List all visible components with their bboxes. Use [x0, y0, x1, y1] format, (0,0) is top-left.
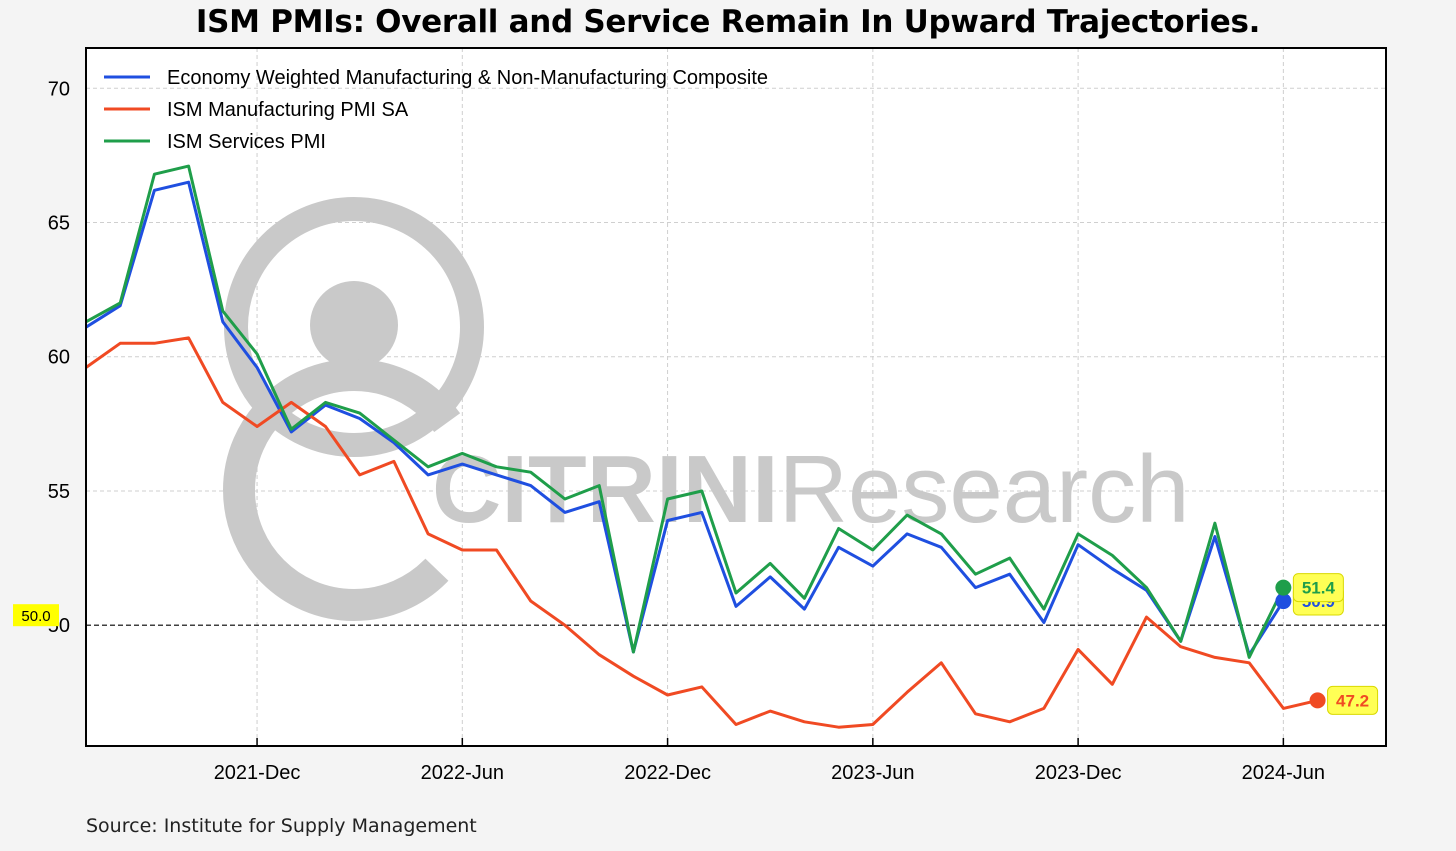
watermark-head-icon	[310, 281, 398, 369]
legend-label-1: ISM Manufacturing PMI SA	[167, 99, 409, 121]
chart-title: ISM PMIs: Overall and Service Remain In …	[195, 4, 1261, 40]
x-tick-label-4: 2023-Dec	[1035, 762, 1122, 784]
series-end-label-box-2	[1292, 573, 1344, 603]
reference-label: 50.0	[21, 608, 50, 625]
series-end-label-1: 47.2	[1336, 691, 1369, 710]
watermark-c-icon	[222, 359, 485, 621]
x-tick-label-2: 2022-Dec	[624, 762, 711, 784]
legend-label-0: Economy Weighted Manufacturing & Non-Man…	[167, 67, 768, 89]
source-note: Source: Institute for Supply Management	[86, 815, 477, 837]
plot-frame	[85, 47, 1387, 747]
legend-label-2: ISM Services PMI	[167, 131, 326, 153]
reference-label-box	[13, 604, 59, 627]
y-tick-label-3: 55	[48, 481, 70, 503]
series-end-label-box-1	[1327, 685, 1379, 715]
watermark-light: Research	[779, 436, 1190, 543]
x-tick-label-3: 2023-Jun	[831, 762, 914, 784]
y-tick-label-2: 60	[48, 347, 70, 369]
series-end-label-2: 51.4	[1302, 579, 1336, 598]
watermark-text: CITRINIResearch	[432, 436, 1190, 543]
y-tick-label-0: 70	[48, 78, 70, 100]
series-end-marker-0	[1275, 593, 1292, 610]
x-tick-label-1: 2022-Jun	[421, 762, 504, 784]
x-tick-label-0: 2021-Dec	[214, 762, 301, 784]
series-end-marker-1	[1309, 692, 1326, 709]
watermark: CITRINIResearch	[222, 197, 1190, 621]
series-end-marker-2	[1275, 579, 1292, 596]
legend: Economy Weighted Manufacturing & Non-Man…	[104, 67, 768, 153]
series-line-1	[85, 336, 1318, 729]
series-line-2	[85, 164, 1285, 659]
y-tick-label-1: 65	[48, 213, 70, 235]
grid	[86, 48, 1386, 746]
series-line-0	[85, 180, 1285, 657]
x-tick-label-5: 2024-Jun	[1242, 762, 1325, 784]
series-lines	[85, 164, 1318, 729]
end-labels: 50.050.947.251.4	[13, 573, 1379, 715]
